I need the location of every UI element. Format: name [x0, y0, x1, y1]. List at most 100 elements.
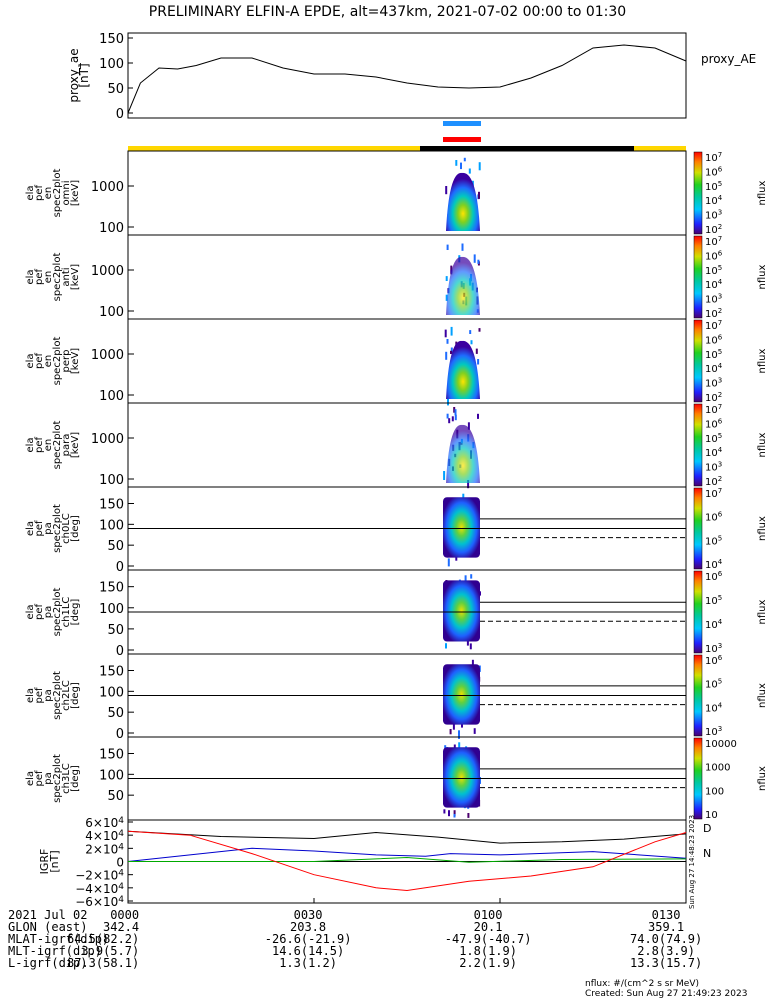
flux-pixel [455, 160, 458, 166]
colorbar-tick-label: 105 [705, 594, 722, 607]
igrf-bz-line [128, 856, 687, 863]
pa-ylabel: ela [25, 688, 36, 703]
spec-ylabel: ela [25, 185, 36, 200]
flux-pixel [458, 742, 461, 751]
proxy-ae-ytick-label: 50 [107, 82, 124, 97]
colorbar-tick-label: 107 [705, 487, 722, 500]
colorbar-tick-label: 10000 [705, 739, 737, 750]
spec-ytick-label: 1000 [91, 264, 124, 279]
pa-ylabel: spec2plot [52, 588, 63, 637]
proxy-ae-line [127, 44, 687, 114]
footer-row-value: 359.1 [648, 920, 685, 934]
flux-pixel [453, 407, 456, 413]
footer-row-value: 0030 [293, 908, 323, 922]
igrf-ytick-label: −4×104 [75, 882, 124, 896]
colorbar-tick-label: 106 [705, 654, 723, 667]
spec-ylabel: [keV] [70, 432, 81, 458]
footer-row-label: MLAT-igrf(dip) [8, 932, 110, 946]
colorbar-tick-label: 10 [705, 810, 718, 821]
colorbar-tick-label: 104 [705, 362, 723, 375]
energy-spectrum-blob [446, 340, 480, 399]
plot-title: PRELIMINARY ELFIN-A EPDE, alt=437km, 202… [148, 4, 627, 20]
spec-ytick-label: 100 [99, 221, 124, 236]
spec-ytick-label: 1000 [91, 180, 124, 195]
pa-colorbar [693, 487, 703, 570]
pa-ytick-label: 50 [107, 623, 124, 638]
pa-ytick-label: 100 [99, 685, 124, 700]
flux-pixel [458, 730, 460, 739]
pa-colorbar [693, 654, 703, 737]
spec-ylabel: spec2plot [52, 169, 63, 218]
igrf-side-label: D [703, 822, 711, 835]
panel-frame [127, 234, 687, 320]
colorbar-tick-label: 106 [705, 249, 723, 262]
colorbar-label: nflux [757, 599, 768, 624]
flux-pixel [453, 814, 456, 818]
colorbar-tick-label: 102 [705, 223, 722, 236]
pa-ylabel: [deg] [70, 515, 81, 542]
colorbar-tick-label: 106 [705, 570, 723, 583]
footer-row-value: 0000 [110, 908, 140, 922]
footer-row-value: 2.2(1.9) [459, 956, 517, 970]
energy-colorbar [693, 403, 703, 487]
flux-pixel [478, 328, 481, 332]
spec-ytick-label: 100 [99, 473, 124, 488]
colorbar-label: nflux [757, 683, 768, 708]
panel-frame [127, 402, 687, 488]
footer-row-value: 2.8(3.9) [637, 944, 695, 958]
spec-ylabel: pef [34, 437, 45, 454]
flux-pixel [450, 326, 453, 336]
spec-ylabel: omni [61, 181, 72, 206]
pa-ytick-label: 50 [107, 706, 124, 721]
energy-spectrum-blob [446, 424, 480, 483]
flux-pixel [445, 294, 448, 301]
flux-pixel [443, 471, 446, 480]
spec-ylabel: pef [34, 353, 45, 370]
spec-ylabel: spec2plot [52, 253, 63, 302]
footer-row-label: L-igrf(dip) [8, 956, 88, 970]
colorbar-label: nflux [757, 180, 768, 205]
pa-ytick-label: 150 [99, 581, 124, 596]
pa-ylabel: pef [34, 687, 45, 704]
pa-colorbar [693, 737, 703, 820]
igrf-bx-line [127, 830, 687, 844]
sunlight-bar [634, 146, 686, 151]
flux-pixel [471, 659, 474, 667]
flux-pixel [448, 418, 451, 424]
igrf-ytick-label: 6×104 [85, 816, 124, 830]
flux-pixel [443, 809, 446, 814]
colorbar-tick-label: 105 [705, 180, 722, 193]
footer-row-value: 3.9(5.7) [81, 944, 140, 958]
spec-ylabel: [keV] [70, 348, 81, 374]
colorbar-tick-label: 105 [705, 534, 722, 547]
flux-pixel [450, 347, 453, 354]
pa-ytick-label: 50 [107, 789, 124, 804]
colorbar-tick-label: 100 [705, 786, 724, 797]
colorbar-tick-label: 103 [705, 461, 722, 474]
proxy-ae-ytick-label: 150 [99, 32, 124, 47]
colorbar-tick-label: 105 [705, 678, 722, 691]
colorbar-tick-label: 103 [705, 377, 722, 390]
colorbar-tick-label: 104 [705, 618, 723, 631]
flux-pixel [462, 493, 465, 501]
flux-pixel [473, 728, 476, 734]
flux-pixel [468, 168, 471, 174]
igrf-ytick-label: −2×104 [75, 869, 124, 883]
pa-ylabel: ela [25, 771, 36, 786]
spec-ylabel: ela [25, 353, 36, 368]
igrf-bmag-line [127, 830, 687, 892]
colorbar-tick-label: 106 [705, 165, 723, 178]
footer-row-value: 203.8 [290, 920, 327, 934]
flux-pixel [444, 329, 447, 338]
colorbar-tick-label: 103 [705, 725, 722, 738]
pa-ylabel: pef [34, 770, 45, 787]
flux-pixel [448, 810, 450, 817]
colorbar-tick-label: 104 [705, 278, 723, 291]
spec-ylabel: pef [34, 185, 45, 202]
pa-ylabel: ch3LC [61, 763, 72, 794]
flux-pixel [464, 575, 467, 583]
colorbar-tick-label: 102 [705, 391, 722, 404]
colorbar-tick-label: 103 [705, 209, 722, 222]
flux-pixel [454, 409, 457, 416]
